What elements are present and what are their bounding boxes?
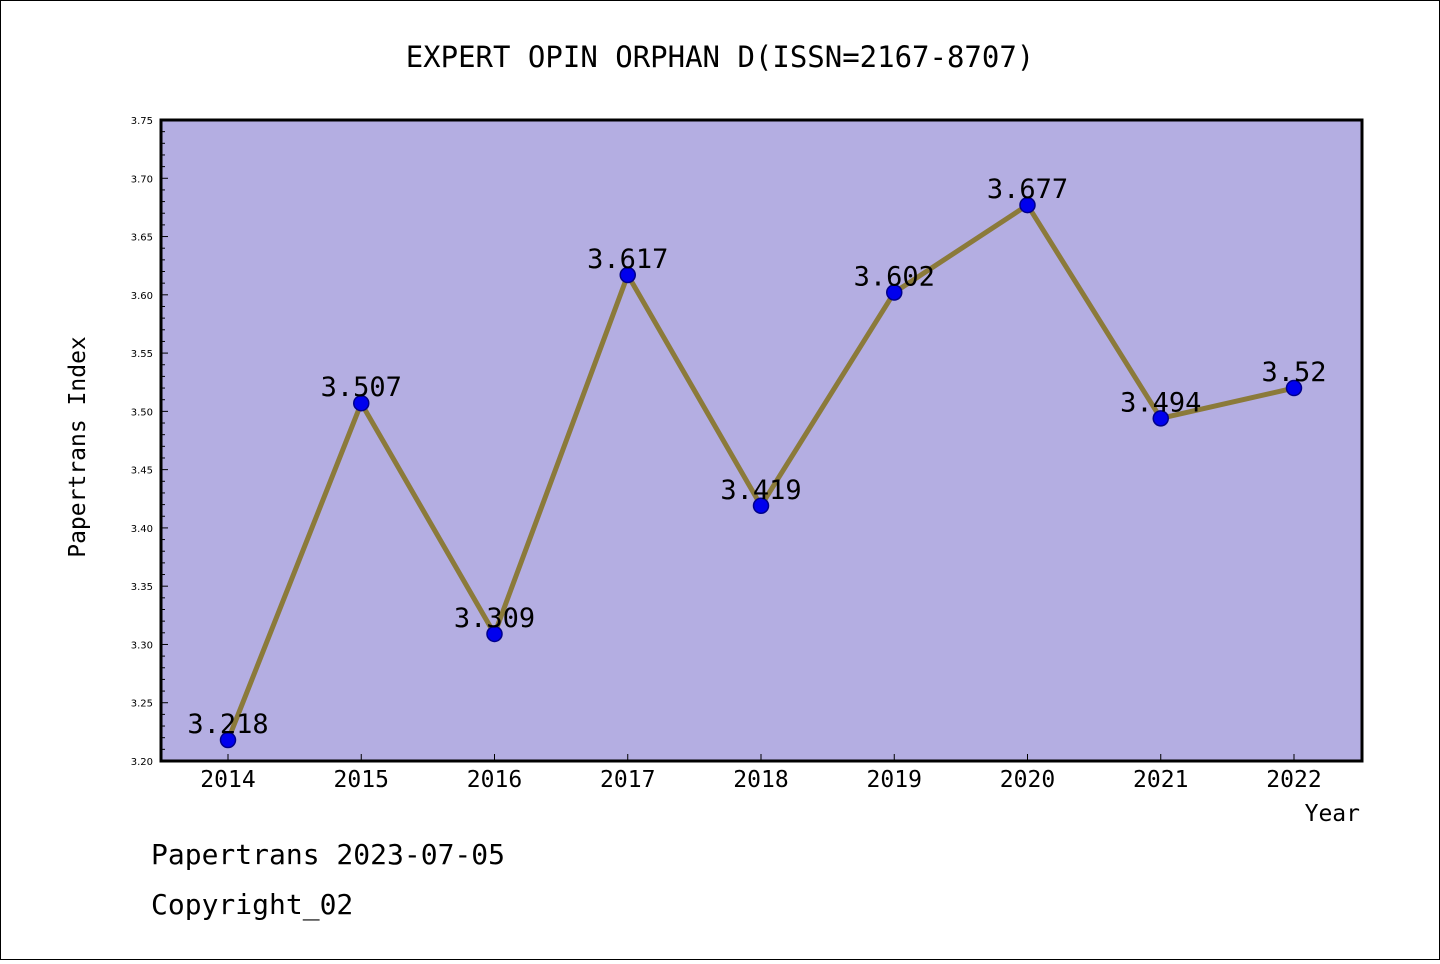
y-tick-label: 3.70 — [131, 174, 153, 185]
data-point-marker — [619, 266, 636, 284]
x-tick-label: 2014 — [200, 767, 255, 793]
y-axis-label: Papertrans Index — [65, 336, 91, 558]
data-point-label: 3.617 — [587, 244, 668, 275]
y-tick-label: 3.60 — [131, 291, 153, 302]
data-point-label: 3.677 — [987, 174, 1068, 205]
data-point-label: 3.218 — [187, 709, 268, 740]
data-point-marker — [1285, 379, 1303, 397]
y-tick-label: 3.40 — [131, 524, 153, 535]
x-tick-label: 2020 — [1000, 767, 1055, 793]
footer-date: Papertrans 2023-07-05 — [151, 838, 505, 871]
y-tick-label: 3.45 — [131, 466, 153, 477]
x-tick-label: 2015 — [334, 767, 389, 793]
y-tick-label: 3.30 — [131, 640, 153, 651]
x-tick-label: 2022 — [1266, 767, 1321, 793]
y-tick-label: 3.25 — [131, 699, 153, 710]
data-point-marker — [486, 625, 503, 643]
chart-title: EXPERT OPIN ORPHAN D(ISSN=2167-8707) — [406, 40, 1035, 74]
x-axis-label: Year — [1305, 801, 1360, 827]
y-tick-label: 3.50 — [131, 407, 153, 418]
data-point-label: 3.494 — [1120, 387, 1201, 418]
y-tick-label: 3.55 — [131, 349, 153, 360]
data-point-label: 3.309 — [454, 603, 535, 634]
data-point-label: 3.602 — [854, 261, 935, 292]
x-tick-label: 2016 — [467, 767, 522, 793]
data-point-label: 3.419 — [720, 475, 801, 506]
x-tick-label: 2021 — [1133, 767, 1188, 793]
x-tick-label: 2018 — [733, 767, 788, 793]
y-tick-label: 3.75 — [131, 116, 153, 127]
x-tick-label: 2019 — [867, 767, 922, 793]
plot-area — [159, 118, 1364, 763]
data-point-marker — [1019, 196, 1036, 214]
data-point-label: 3.507 — [321, 372, 402, 403]
data-point-label: 3.52 — [1261, 357, 1326, 388]
x-axis: 2014 2015 2016 2017 2018 2019 2020 2021 2022 — [200, 754, 1322, 793]
y-tick-label: 3.35 — [131, 582, 153, 593]
data-point-marker — [219, 731, 237, 749]
y-tick-label: 3.65 — [131, 233, 153, 244]
data-point-marker — [752, 497, 770, 515]
footer-copyright: Copyright_02 — [151, 888, 353, 922]
data-labels: 3.218 3.507 3.309 3.617 3.419 3.602 3.677 3.494… — [187, 174, 1326, 740]
data-point-marker — [1152, 410, 1169, 427]
series-markers — [219, 196, 1303, 749]
y-axis: 3.20 3.25 3.30 3.35 3.40 3.45 3.50 3.55 3.60 3.65… — [131, 116, 168, 768]
y-tick-label: 3.20 — [131, 757, 153, 768]
data-point-marker — [886, 284, 903, 301]
data-point-marker — [353, 394, 370, 412]
x-tick-label: 2017 — [600, 767, 655, 793]
